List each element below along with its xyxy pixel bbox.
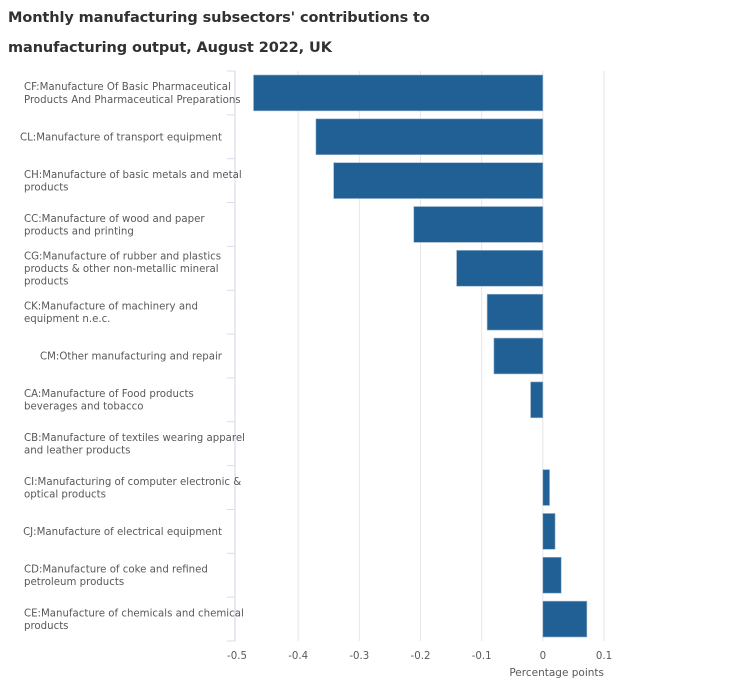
- category-label: CE:Manufacture of chemicals and chemical…: [24, 608, 244, 632]
- bar[interactable]: [315, 118, 544, 155]
- category-label: CF:Manufacture Of Basic Pharmaceutical Pr…: [24, 82, 241, 106]
- bar[interactable]: [486, 293, 544, 331]
- x-tick-label: 0.1: [596, 651, 612, 662]
- category-label-line: optical products: [24, 489, 106, 500]
- category-label-line: CH:Manufacture of basic metals and metal: [24, 170, 242, 181]
- category-label-line: petroleum products: [24, 577, 124, 588]
- x-tick-label: -0.2: [411, 651, 431, 662]
- category-label-line: products: [24, 183, 69, 194]
- category-label-line: equipment n.e.c.: [24, 314, 110, 325]
- bar[interactable]: [542, 469, 550, 506]
- category-label-line: CJ:Manufacture of electrical equipment: [23, 527, 222, 538]
- category-label: CM:Other manufacturing and repair: [40, 352, 223, 363]
- category-label: CH:Manufacture of basic metals and metal…: [24, 170, 242, 194]
- category-label-line: CI:Manufacturing of computer electronic …: [24, 477, 241, 488]
- bar[interactable]: [542, 557, 562, 594]
- category-labels: CF:Manufacture Of Basic Pharmaceutical Pr…: [20, 82, 245, 632]
- category-label-line: CF:Manufacture Of Basic Pharmaceutical: [24, 82, 231, 93]
- category-label-line: CB:Manufacture of textiles wearing appar…: [24, 433, 245, 444]
- category-label-line: CD:Manufacture of coke and refined: [24, 565, 208, 576]
- category-label-line: CC:Manufacture of wood and paper: [24, 214, 205, 225]
- bar[interactable]: [253, 74, 544, 112]
- category-label-line: products and printing: [24, 226, 134, 237]
- gridlines: [297, 71, 605, 641]
- category-label: CI:Manufacturing of computer electronic …: [24, 477, 241, 501]
- category-label-line: CG:Manufacture of rubber and plastics: [24, 251, 221, 262]
- category-label-line: Products And Pharmaceutical Preparations: [24, 95, 241, 106]
- x-tick-label: -0.1: [472, 651, 492, 662]
- category-label: CB:Manufacture of textiles wearing appar…: [24, 433, 245, 457]
- x-tick-label: 0: [540, 651, 546, 662]
- category-label-line: CL:Manufacture of transport equipment: [20, 132, 222, 143]
- x-axis-title: Percentage points: [509, 667, 604, 679]
- category-label-line: CK:Manufacture of machinery and: [24, 301, 198, 312]
- bar[interactable]: [333, 162, 544, 199]
- category-label-line: and leather products: [24, 446, 130, 457]
- y-axis: [227, 70, 236, 642]
- bar[interactable]: [413, 206, 544, 243]
- category-label-line: CM:Other manufacturing and repair: [40, 352, 223, 363]
- x-tick-labels: -0.5 -0.4 -0.3 -0.2 -0.1 0 0.1: [227, 651, 612, 662]
- category-label-line: CA:Manufacture of Food products: [24, 389, 194, 400]
- category-label: CJ:Manufacture of electrical equipment: [23, 527, 222, 538]
- bar[interactable]: [456, 250, 544, 287]
- x-tick-label: -0.4: [288, 651, 308, 662]
- category-label-line: products: [24, 277, 69, 288]
- bar[interactable]: [542, 513, 556, 550]
- bar[interactable]: [493, 337, 544, 375]
- category-label: CK:Manufacture of machinery and equipment…: [24, 301, 198, 325]
- category-label-line: beverages and tobacco: [24, 402, 144, 413]
- x-tick-label: -0.5: [227, 651, 247, 662]
- category-label-line: CE:Manufacture of chemicals and chemical: [24, 608, 244, 619]
- category-label: CG:Manufacture of rubber and plastics pro…: [24, 251, 221, 287]
- category-label-line: products & other non-metallic mineral: [24, 264, 219, 275]
- bar[interactable]: [530, 381, 544, 419]
- category-label: CD:Manufacture of coke and refinedpetrol…: [24, 565, 208, 589]
- category-label: CL:Manufacture of transport equipment: [20, 132, 222, 143]
- chart-title: Monthly manufacturing subsectors' contri…: [8, 10, 430, 56]
- bars: [253, 74, 588, 638]
- x-tick-label: -0.3: [349, 651, 369, 662]
- category-label: CC:Manufacture of wood and paperproducts…: [24, 214, 205, 238]
- bar[interactable]: [542, 600, 588, 638]
- category-label: CA:Manufacture of Food products beverages…: [24, 389, 194, 413]
- category-label-line: products: [24, 621, 69, 632]
